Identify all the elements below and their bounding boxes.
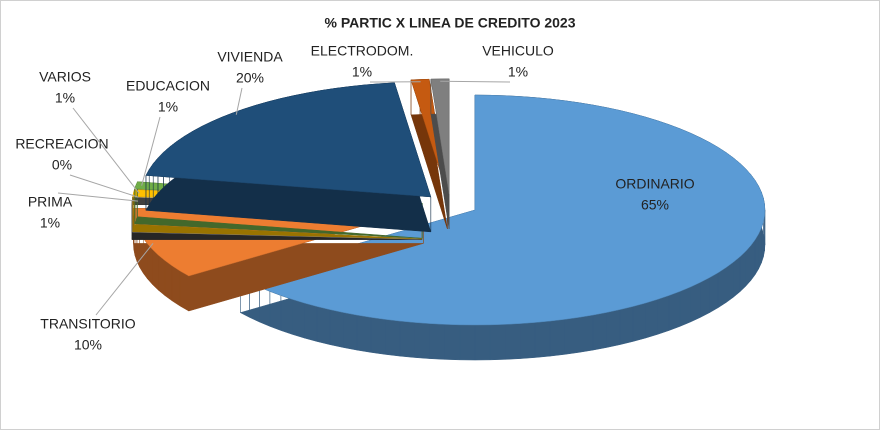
slice-label: VIVIENDA	[217, 49, 283, 65]
slice-label: PRIMA	[28, 194, 73, 210]
leader-line	[141, 116, 161, 186]
slice-label: VARIOS	[39, 69, 91, 85]
slice-top	[430, 78, 450, 194]
slice-value-label: 0%	[52, 157, 72, 173]
slice-value-label: 65%	[641, 197, 669, 213]
slice-value-label: 20%	[236, 70, 264, 86]
leader-line	[440, 80, 511, 83]
leader-line	[95, 242, 154, 316]
slice-side	[410, 78, 448, 230]
slice-label: RECREACION	[15, 136, 108, 152]
slice-label: ELECTRODOM.	[311, 43, 414, 59]
slice	[145, 82, 432, 233]
slice-side	[134, 181, 423, 239]
chart-title: % PARTIC X LINEA DE CREDITO 2023	[324, 15, 575, 31]
leader-line	[235, 87, 243, 115]
slice	[239, 94, 766, 361]
slice-label: TRANSITORIO	[40, 316, 136, 332]
slice-label: ORDINARIO	[615, 176, 694, 192]
slice-side	[132, 196, 423, 240]
slice-value-label: 1%	[158, 99, 178, 115]
leader-line	[69, 174, 139, 198]
slice-top	[239, 94, 766, 326]
slice-value-label: 10%	[74, 337, 102, 353]
leader-line	[72, 107, 140, 194]
slice-value-label: 1%	[508, 64, 528, 80]
slice-label: EDUCACION	[126, 78, 210, 94]
slice-label: VEHICULO	[482, 43, 554, 59]
leader-line	[57, 192, 139, 202]
slice	[430, 78, 450, 229]
slice-value-label: 1%	[55, 90, 75, 106]
slice-value-label: 1%	[40, 215, 60, 231]
slice-top	[145, 82, 432, 198]
slice-value-label: 1%	[352, 64, 372, 80]
